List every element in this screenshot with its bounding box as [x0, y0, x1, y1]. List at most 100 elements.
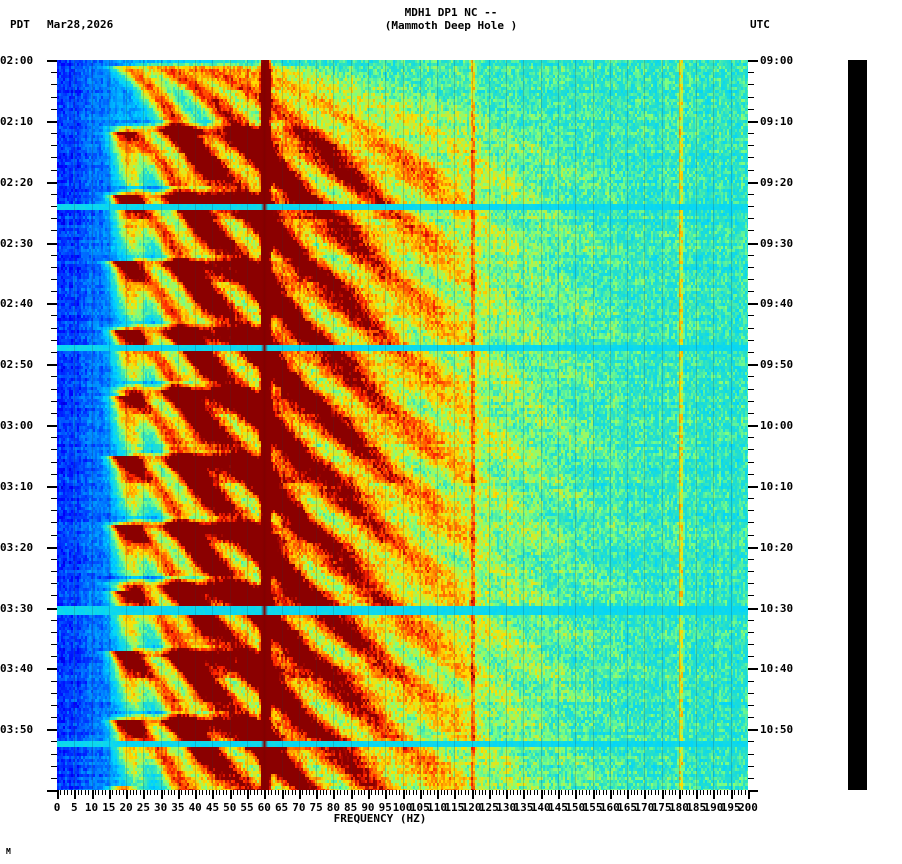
- x-minor-tick: [734, 790, 735, 795]
- y-minor-tick: [748, 741, 754, 742]
- x-minor-tick: [430, 790, 431, 795]
- frequency-tick-label: 35: [171, 801, 185, 814]
- x-minor-tick: [624, 790, 625, 795]
- y-major-tick: [748, 547, 758, 549]
- y-minor-tick: [51, 328, 57, 329]
- y-minor-tick: [748, 559, 754, 560]
- x-major-tick: [713, 790, 715, 799]
- x-minor-tick: [358, 790, 359, 795]
- x-minor-tick: [517, 790, 518, 795]
- x-minor-tick: [326, 790, 327, 795]
- frequency-axis: 0 5 10 15 20 25 30 35 40 45 50 55 60 65 70 75 80 85 90 95 10…: [0, 790, 902, 864]
- time-label-pdt: 02:00: [0, 54, 34, 67]
- x-minor-tick: [406, 790, 407, 795]
- y-minor-tick: [51, 620, 57, 621]
- x-minor-tick: [102, 790, 103, 795]
- spectrogram-canvas[interactable]: [57, 60, 748, 790]
- y-major-tick: [47, 790, 57, 792]
- y-minor-tick: [51, 741, 57, 742]
- y-minor-tick: [748, 218, 754, 219]
- frequency-tick-label: 145: [548, 801, 568, 814]
- y-minor-tick: [51, 109, 57, 110]
- x-major-tick: [541, 790, 543, 799]
- y-minor-tick: [748, 255, 754, 256]
- x-minor-tick: [320, 790, 321, 795]
- y-major-tick: [47, 729, 57, 731]
- station-title-line1: MDH1 DP1 NC --: [404, 6, 498, 19]
- x-minor-tick: [261, 790, 262, 795]
- y-minor-tick: [748, 170, 754, 171]
- y-minor-tick: [51, 170, 57, 171]
- x-major-tick: [403, 790, 405, 799]
- time-label-pdt: 03:30: [0, 602, 34, 615]
- x-minor-tick: [112, 790, 113, 795]
- y-minor-tick: [51, 145, 57, 146]
- x-major-tick: [662, 790, 664, 799]
- x-minor-tick: [485, 790, 486, 795]
- x-minor-tick: [520, 790, 521, 795]
- frequency-tick-label: 75: [309, 801, 323, 814]
- frequency-tick-label: 150: [565, 801, 586, 814]
- x-minor-tick: [185, 790, 186, 795]
- x-major-tick: [299, 790, 301, 799]
- frequency-tick-label: 95: [378, 801, 392, 814]
- x-major-tick: [748, 790, 750, 799]
- x-minor-tick: [675, 790, 676, 795]
- y-minor-tick: [748, 705, 754, 706]
- x-minor-tick: [572, 790, 573, 795]
- y-minor-tick: [51, 437, 57, 438]
- x-minor-tick: [568, 790, 569, 795]
- frequency-tick-label: 10: [84, 801, 99, 814]
- frequency-tick-label: 155: [582, 801, 603, 814]
- y-major-tick: [47, 364, 57, 366]
- x-major-tick: [679, 790, 681, 799]
- spectrogram-plot[interactable]: [57, 60, 748, 790]
- x-axis-title: FREQUENCY (HZ): [333, 812, 427, 825]
- x-minor-tick: [651, 790, 652, 795]
- x-minor-tick: [496, 790, 497, 795]
- y-minor-tick: [51, 632, 57, 633]
- frequency-tick-label: 5: [70, 801, 78, 814]
- frequency-tick-label: 200: [738, 801, 758, 814]
- y-major-tick: [748, 303, 758, 305]
- time-label-pdt: 03:50: [0, 723, 34, 736]
- time-label-pdt: 02:30: [0, 237, 34, 250]
- x-minor-tick: [206, 790, 207, 795]
- timezone-label-right: UTC: [750, 18, 770, 31]
- time-label-pdt: 03:00: [0, 419, 34, 432]
- y-minor-tick: [748, 157, 754, 158]
- y-minor-tick: [51, 449, 57, 450]
- x-minor-tick: [658, 790, 659, 795]
- y-minor-tick: [748, 206, 754, 207]
- y-minor-tick: [748, 109, 754, 110]
- y-minor-tick: [51, 352, 57, 353]
- x-major-tick: [558, 790, 560, 799]
- x-minor-tick: [337, 790, 338, 795]
- x-minor-tick: [295, 790, 296, 795]
- x-minor-tick: [613, 790, 614, 795]
- x-minor-tick: [399, 790, 400, 795]
- x-minor-tick: [596, 790, 597, 795]
- x-minor-tick: [482, 790, 483, 795]
- frequency-tick-label: 115: [444, 801, 465, 814]
- x-minor-tick: [188, 790, 189, 795]
- x-minor-tick: [250, 790, 251, 795]
- frequency-tick-label: 135: [513, 801, 534, 814]
- x-minor-tick: [168, 790, 169, 795]
- y-major-tick: [47, 486, 57, 488]
- x-minor-tick: [85, 790, 86, 795]
- y-minor-tick: [748, 522, 754, 523]
- x-minor-tick: [468, 790, 469, 795]
- x-minor-tick: [434, 790, 435, 795]
- x-minor-tick: [226, 790, 227, 795]
- x-major-tick: [143, 790, 145, 799]
- x-minor-tick: [710, 790, 711, 795]
- frequency-tick-label: 50: [223, 801, 237, 814]
- x-minor-tick: [154, 790, 155, 795]
- frequency-tick-label: 185: [686, 801, 707, 814]
- x-minor-tick: [67, 790, 68, 795]
- x-major-tick: [351, 790, 353, 799]
- x-minor-tick: [136, 790, 137, 795]
- x-minor-tick: [309, 790, 310, 795]
- y-major-tick: [748, 121, 758, 123]
